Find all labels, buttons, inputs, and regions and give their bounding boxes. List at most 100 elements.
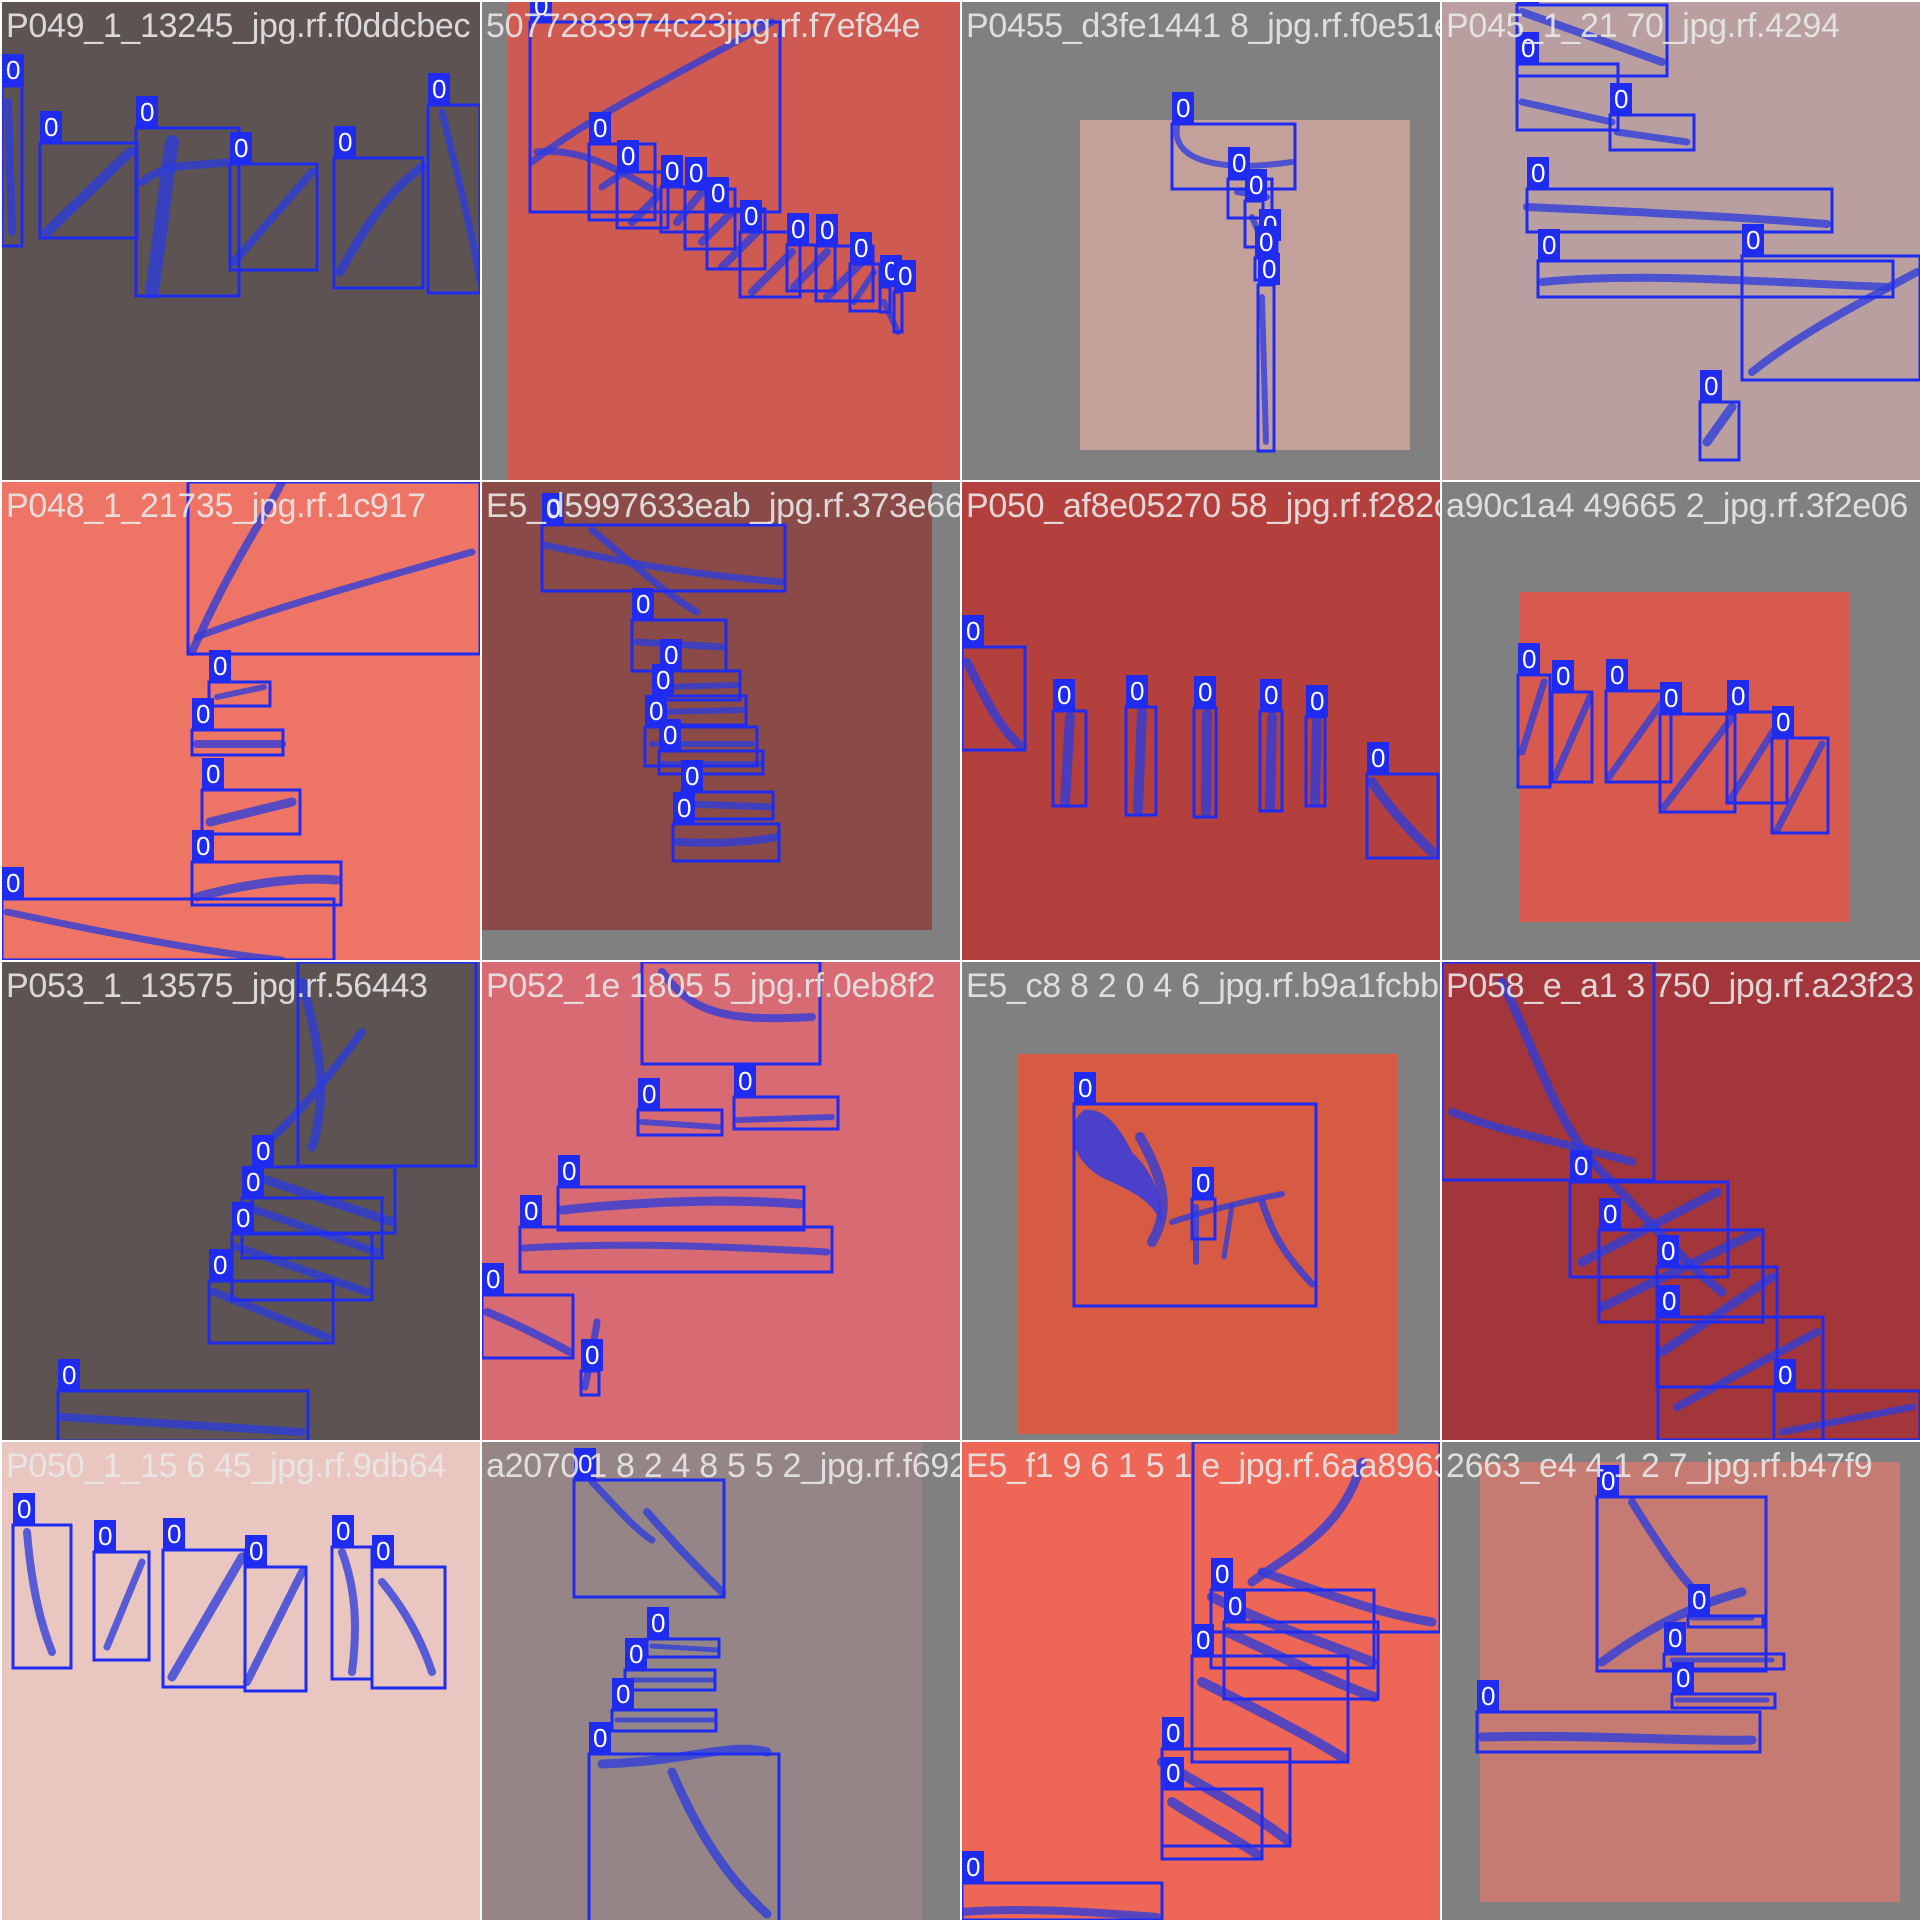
detection-box: 0 (556, 1155, 806, 1232)
crack-mask (42, 147, 135, 237)
class-label: 0 (820, 215, 834, 245)
class-label: 0 (246, 1167, 260, 1197)
detection-box: 0 (92, 1520, 151, 1662)
detection-box: 0 (1686, 1584, 1765, 1629)
tile-filename: 2663_e4 4 1 2 7_jpg.rf.b47f9 (1446, 1447, 1873, 1485)
crack-mask (597, 1744, 772, 1769)
class-label: 0 (6, 55, 20, 85)
class-label: 0 (636, 589, 650, 619)
detection-box: 0 (1222, 1590, 1380, 1701)
detection-overlay: 000 0 000 0 000 0 (528, 2, 916, 335)
class-label: 0 (616, 1679, 630, 1709)
detection-box: 0 (1536, 229, 1895, 299)
class-label: 0 (1166, 1758, 1180, 1788)
class-label: 0 (1228, 1591, 1242, 1621)
crack-mask (673, 188, 706, 226)
detection-box: 0 (579, 1339, 603, 1397)
image-tile: 0 0 0 0 0 0 P050_1_15 6 45_jpg.rf.9db64 (2, 1442, 480, 1920)
class-label: 0 (966, 616, 980, 646)
tile-filename: P048_1_21735_jpg.rf.1c917 (6, 487, 426, 525)
class-label: 0 (1130, 676, 1144, 706)
crack-mask (851, 269, 877, 305)
detection-box: 0 (228, 132, 319, 272)
class-label: 0 (744, 201, 758, 231)
detection-box: 0 (1190, 1167, 1217, 1241)
class-label: 0 (649, 696, 663, 726)
detection-box: 0 (732, 1065, 840, 1131)
detection-box: 0 (540, 493, 787, 593)
crack-mask (1778, 1403, 1916, 1436)
crack-mask (655, 707, 745, 715)
class-label: 0 (524, 1196, 538, 1226)
detection-box: 0 (190, 830, 343, 907)
crack-mask (1060, 712, 1075, 807)
class-label: 0 (898, 261, 912, 291)
detection-box: 0 (671, 792, 781, 863)
detection-box: 0 (962, 615, 1027, 752)
detection-box: 0 (1604, 659, 1673, 784)
class-label: 0 (1196, 1625, 1210, 1655)
detection-box: 0 (1170, 92, 1297, 191)
crack-mask (1660, 714, 1736, 811)
class-label: 0 (1661, 1236, 1675, 1266)
tile-filename: P045_1_21 70_jpg.rf.4294 (1446, 7, 1840, 45)
detection-box: 0 (1725, 680, 1789, 805)
image-tile: 0 0 0 0 0 0 P049_1_13245_jpg.rf.f0ddcbec (2, 2, 480, 480)
crack-mask (520, 1241, 831, 1256)
class-label: 0 (651, 1608, 665, 1638)
detection-box: 0 (1192, 676, 1218, 819)
image-tile: 0 0 0 0 0 0 0 0 0 0 0 0 5077283974c23jpg.rf.f7ef84e (482, 2, 960, 480)
detection-box: 0 (2, 54, 24, 248)
class-label: 0 (593, 113, 607, 143)
detection-box: 0 (705, 177, 767, 271)
class-label: 0 (236, 1203, 250, 1233)
class-label: 0 (665, 156, 679, 186)
class-label: 0 (213, 1250, 227, 1280)
crack-mask (243, 1203, 381, 1256)
class-label: 0 (1531, 158, 1545, 188)
detection-box: 0 (1525, 157, 1834, 234)
crack-mask (1133, 707, 1147, 815)
crack-mask (1657, 1272, 1777, 1357)
crack-mask (1197, 1677, 1347, 1762)
crack-mask (683, 800, 776, 811)
class-label: 0 (689, 158, 703, 188)
tile-filename: E5_c8 8 2 0 4 6_jpg.rf.b9a1fcbb0 (966, 967, 1440, 1005)
crack-mask (881, 299, 901, 335)
crack-mask (540, 541, 786, 586)
crack-mask (1135, 1132, 1168, 1247)
crack-mask (1497, 977, 1597, 1167)
crack-mask (1367, 777, 1437, 857)
class-label: 0 (17, 1494, 31, 1524)
detection-box: 0 (200, 758, 302, 836)
tile-filename: P0455_d3fe1441 8_jpg.rf.f0e51ec45 (966, 7, 1440, 45)
class-label: 0 (1614, 84, 1628, 114)
detection-box: 0 (426, 73, 480, 295)
detection-box: 0 (1770, 706, 1830, 835)
class-label: 0 (1574, 1151, 1588, 1181)
crack-mask (628, 193, 661, 226)
crack-mask (438, 108, 480, 286)
class-label: 0 (1259, 227, 1273, 257)
class-label: 0 (663, 720, 677, 750)
detection-box: 0 (1072, 1072, 1318, 1308)
tile-filename: E5_d5997633eab_jpg.rf.373e661 (486, 487, 960, 525)
tile-filename: 5077283974c23jpg.rf.f7ef84e (486, 7, 921, 45)
image-tile: 0 0 0 0 0 a2070 1 8 2 4 8 5 5 2_jpg.rf.f69225 (482, 1442, 960, 1920)
detection-box: 0 (1124, 675, 1158, 817)
class-label: 0 (1264, 680, 1278, 710)
detection-box: 0 (207, 650, 272, 708)
detection-box: 0 (892, 260, 916, 334)
crack-mask (533, 147, 661, 196)
detection-box: 0 (785, 213, 837, 293)
tile-background (962, 482, 1440, 960)
crack-mask (643, 1508, 726, 1596)
class-label: 0 (534, 2, 548, 21)
detection-box: 0 (1516, 643, 1552, 789)
detection-box: 0 (1442, 962, 1656, 1182)
